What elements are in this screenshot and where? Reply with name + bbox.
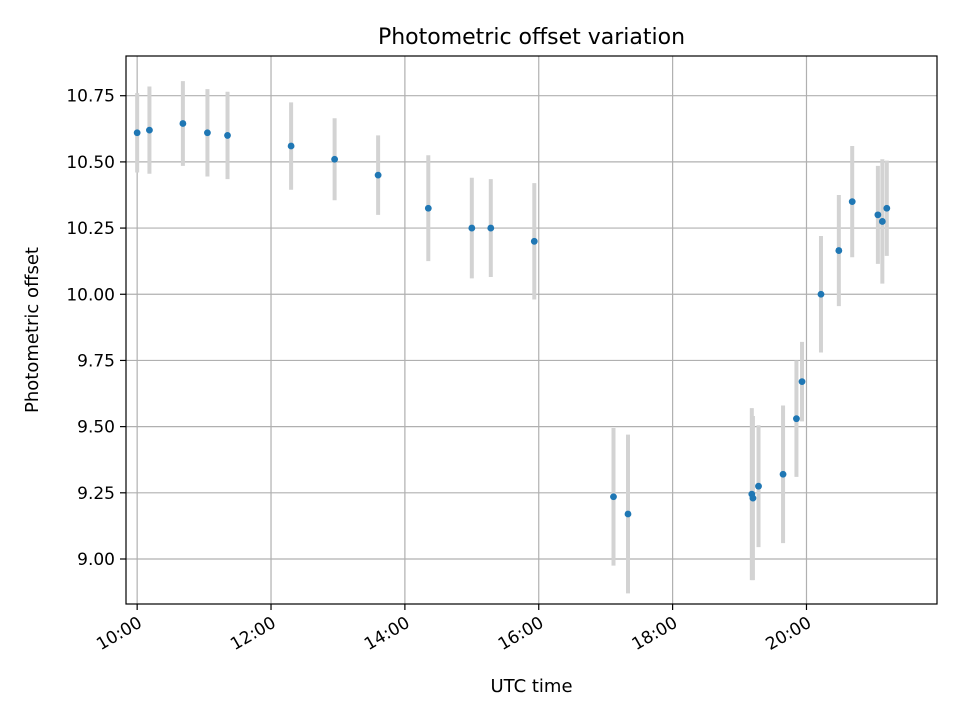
y-tick-label: 9.75 — [77, 351, 115, 371]
data-point — [874, 211, 882, 219]
data-point — [883, 204, 891, 212]
plot-frame — [125, 55, 938, 605]
data-point — [287, 142, 295, 150]
data-point — [755, 482, 762, 490]
y-tick-label: 9.00 — [77, 550, 115, 570]
y-tick-label: 10.25 — [66, 219, 115, 239]
data-point — [878, 218, 886, 225]
data-point — [224, 132, 231, 139]
data-point — [487, 224, 495, 232]
y-tick-label: 9.25 — [77, 484, 115, 504]
y-axis-ticks: 9.00 9.25 9.50 9.75 10.00 10.25 10.50 10.75 — [66, 87, 126, 570]
data-point — [610, 493, 617, 501]
data-point — [779, 470, 787, 478]
y-tick-label: 10.00 — [66, 285, 115, 305]
data-point — [331, 155, 339, 163]
plot-area — [126, 56, 937, 604]
y-tick-label: 10.75 — [66, 87, 115, 107]
data-point — [749, 494, 757, 502]
data-point — [835, 247, 843, 254]
data-point — [798, 378, 806, 386]
data-point — [424, 204, 432, 212]
data-point — [468, 224, 476, 232]
y-axis-label: Photometric offset — [22, 247, 43, 413]
data-point — [374, 171, 382, 179]
data-point — [817, 290, 825, 298]
data-point — [204, 129, 211, 137]
data-point — [848, 198, 856, 206]
data-point — [146, 126, 153, 134]
data-point — [530, 237, 538, 245]
data-points — [133, 120, 891, 518]
data-point — [133, 129, 141, 137]
data-point — [624, 510, 632, 518]
y-tick-label: 10.50 — [66, 153, 115, 173]
x-axis-label: UTC time — [490, 676, 572, 697]
data-point — [179, 120, 187, 127]
data-point — [793, 415, 800, 423]
chart-title: Photometric offset variation — [378, 25, 685, 50]
y-tick-label: 9.50 — [77, 418, 115, 438]
